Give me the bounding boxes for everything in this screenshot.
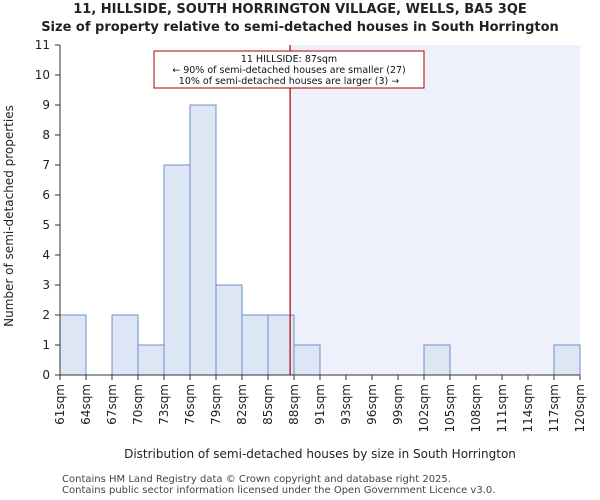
y-tick-label: 1 bbox=[42, 338, 50, 352]
x-tick-label: 102sqm bbox=[417, 384, 431, 432]
x-axis-label: Distribution of semi-detached houses by … bbox=[124, 447, 516, 461]
bar-79sqm bbox=[215, 284, 243, 376]
x-tick-label: 76sqm bbox=[183, 384, 197, 425]
x-tick-label: 105sqm bbox=[443, 384, 457, 432]
chart-title: 11, HILLSIDE, SOUTH HORRINGTON VILLAGE, … bbox=[73, 2, 527, 17]
larger-region-shading bbox=[290, 45, 580, 375]
ticks-layer: 0 1 2 3 4 5 6 7 8 9 10 11 61sqm 64sqm 67sqm 70sqm 73sqm 7… bbox=[35, 38, 587, 432]
x-tick-label: 67sqm bbox=[105, 384, 119, 425]
annotation-line-1: 11 HILLSIDE: 87sqm bbox=[241, 54, 337, 65]
bar-76sqm bbox=[189, 104, 217, 376]
y-tick-label: 3 bbox=[42, 278, 50, 292]
y-tick-label: 5 bbox=[42, 218, 50, 232]
x-tick-label: 108sqm bbox=[469, 384, 483, 432]
bars-layer bbox=[59, 104, 581, 376]
bar-88sqm bbox=[293, 344, 321, 376]
bar-61sqm bbox=[59, 314, 87, 376]
annotation-line-3: 10% of semi-detached houses are larger (… bbox=[179, 76, 399, 87]
x-tick-label: 114sqm bbox=[521, 384, 535, 432]
y-tick-label: 6 bbox=[42, 188, 50, 202]
annotation-box bbox=[153, 50, 425, 89]
x-tick-label: 120sqm bbox=[573, 384, 587, 432]
bar-117sqm bbox=[553, 344, 581, 376]
y-tick-label: 4 bbox=[42, 248, 50, 262]
x-tick-label: 111sqm bbox=[495, 384, 509, 432]
y-tick-label: 10 bbox=[35, 68, 50, 82]
bar-102sqm bbox=[423, 344, 451, 376]
x-tick-label: 91sqm bbox=[313, 384, 327, 425]
x-tick-label: 85sqm bbox=[261, 384, 275, 425]
y-tick-label: 2 bbox=[42, 308, 50, 322]
bar-73sqm bbox=[163, 164, 191, 376]
annotation-line-2: ← 90% of semi-detached houses are smalle… bbox=[172, 65, 406, 76]
x-tick-label: 79sqm bbox=[209, 384, 223, 425]
x-tick-label: 96sqm bbox=[365, 384, 379, 425]
x-tick-label: 93sqm bbox=[339, 384, 353, 425]
chart-subtitle: Size of property relative to semi-detach… bbox=[41, 20, 559, 35]
y-tick-label: 0 bbox=[42, 368, 50, 382]
bar-67sqm bbox=[111, 314, 139, 376]
y-tick-label: 11 bbox=[35, 38, 50, 52]
credit-line-2: Contains public sector information licen… bbox=[62, 485, 496, 496]
marker-layer: 11 HILLSIDE: 87sqm← 90% of semi-detached… bbox=[153, 45, 425, 375]
x-tick-label: 61sqm bbox=[53, 384, 67, 425]
x-tick-label: 88sqm bbox=[287, 384, 301, 425]
y-tick-label: 7 bbox=[42, 158, 50, 172]
y-axis-label: Number of semi-detached properties bbox=[2, 105, 16, 327]
bar-82sqm bbox=[241, 314, 269, 376]
highlight-region-layer bbox=[290, 45, 580, 375]
x-tick-label: 64sqm bbox=[79, 384, 93, 425]
x-tick-label: 99sqm bbox=[391, 384, 405, 425]
x-tick-label: 82sqm bbox=[235, 384, 249, 425]
bar-70sqm bbox=[137, 344, 165, 376]
x-tick-label: 73sqm bbox=[157, 384, 171, 425]
y-tick-label: 8 bbox=[42, 128, 50, 142]
credit-line-1: Contains HM Land Registry data © Crown c… bbox=[62, 474, 451, 485]
x-tick-label: 117sqm bbox=[547, 384, 561, 432]
y-tick-label: 9 bbox=[42, 98, 50, 112]
x-tick-label: 70sqm bbox=[131, 384, 145, 425]
